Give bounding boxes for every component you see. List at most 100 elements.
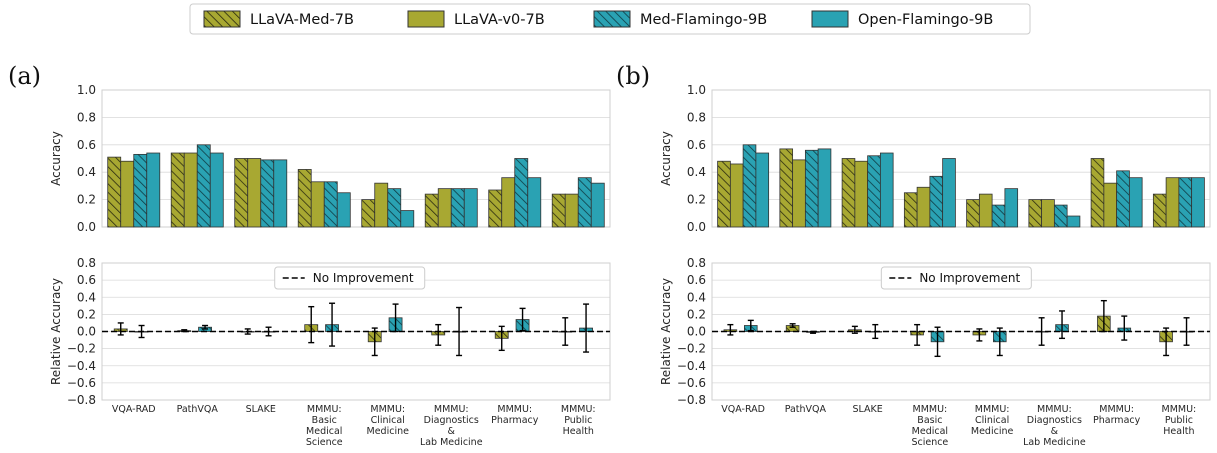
- bar: [1004, 188, 1019, 228]
- bar: [1152, 193, 1167, 228]
- bar: [310, 181, 325, 228]
- bar: [374, 182, 389, 228]
- x-tick-label: MMMU: Clinical Medicine: [971, 404, 1014, 437]
- bar: [551, 193, 566, 228]
- y-tick-label: 0.4: [687, 290, 706, 304]
- bar: [323, 181, 338, 228]
- bar: [260, 159, 275, 228]
- y-tick-label: 0.0: [77, 325, 96, 339]
- bar: [841, 158, 856, 228]
- bar: [779, 148, 794, 228]
- bar: [903, 192, 918, 228]
- bar: [1178, 177, 1193, 228]
- axes-frame: [711, 89, 1211, 228]
- bar: [488, 189, 503, 228]
- bar: [1090, 158, 1105, 228]
- x-tick-label: PathVQA: [785, 404, 827, 415]
- bar: [209, 152, 224, 228]
- bar: [1128, 177, 1143, 228]
- bar: [387, 188, 402, 228]
- bar: [437, 188, 452, 228]
- y-tick-label: −0.8: [677, 393, 706, 407]
- bar: [527, 177, 542, 228]
- bar: [755, 152, 770, 228]
- bar: [978, 193, 993, 228]
- no-improvement-legend-label: No Improvement: [313, 271, 414, 285]
- legend-label-open-flamingo: Open-Flamingo-9B: [858, 12, 993, 28]
- x-tick-label: MMMU: Public Health: [1162, 404, 1197, 437]
- x-tick-label: PathVQA: [177, 404, 219, 415]
- bar: [1191, 177, 1205, 228]
- y-tick-label: 0.2: [687, 307, 706, 321]
- bar: [247, 158, 262, 228]
- bar: [1041, 199, 1055, 228]
- y-axis-label: Accuracy: [659, 131, 673, 186]
- y-axis-label: Relative Accuracy: [49, 278, 63, 385]
- panel-label-a: (a): [8, 62, 41, 90]
- bar: [297, 169, 312, 228]
- bar: [514, 158, 529, 228]
- x-tick-label: MMMU: Basic Medical Science: [306, 404, 343, 448]
- y-tick-label: −0.2: [67, 342, 96, 356]
- x-tick-label: MMMU: Diagnostics & Lab Medicine: [420, 404, 483, 448]
- y-tick-label: 0.6: [687, 138, 706, 152]
- no-improvement-legend-box: [274, 266, 426, 290]
- bar: [717, 160, 731, 228]
- bar: [564, 193, 579, 228]
- y-tick-label: −0.8: [67, 393, 96, 407]
- bar: [183, 152, 198, 228]
- legend: LLaVA-Med-7B LLaVA-v0-7B Med-Flamingo-9B…: [189, 3, 1031, 35]
- bar: [1053, 204, 1068, 228]
- legend-swatch-llava-v0: [407, 10, 445, 28]
- bar: [577, 177, 592, 228]
- bar: [792, 159, 806, 228]
- x-tick-label: SLAKE: [246, 404, 276, 415]
- legend-label-llava-v0: LLaVA-v0-7B: [454, 12, 545, 28]
- legend-swatch-llava-med: [203, 10, 241, 28]
- bar: [804, 149, 819, 228]
- y-tick-label: −0.6: [67, 376, 96, 390]
- legend-swatch-open-flamingo: [811, 10, 849, 28]
- bar: [1028, 199, 1043, 228]
- y-tick-label: 0.2: [687, 193, 706, 207]
- y-tick-label: 0.6: [77, 273, 96, 287]
- no-improvement-legend-box: [880, 266, 1032, 290]
- y-tick-label: 0.8: [687, 256, 706, 270]
- x-tick-label: VQA-RAD: [112, 404, 156, 415]
- y-tick-label: 1.0: [77, 83, 96, 97]
- bar: [234, 158, 249, 228]
- bar: [879, 152, 894, 228]
- bar: [1066, 215, 1081, 228]
- y-axis-label: Accuracy: [49, 131, 63, 186]
- bar: [120, 160, 135, 228]
- bar: [463, 188, 478, 228]
- x-tick-label: VQA-RAD: [721, 404, 765, 415]
- bar: [1165, 177, 1180, 228]
- bar: [400, 210, 415, 228]
- bar: [742, 144, 757, 228]
- y-tick-label: 0.2: [77, 307, 96, 321]
- x-tick-label: MMMU: Diagnostics & Lab Medicine: [1023, 404, 1086, 448]
- y-tick-label: −0.2: [677, 342, 706, 356]
- bar: [450, 188, 465, 228]
- y-tick-label: 0.4: [77, 290, 96, 304]
- y-tick-label: 0.2: [77, 193, 96, 207]
- bar: [361, 199, 376, 228]
- legend-label-med-flamingo: Med-Flamingo-9B: [640, 12, 767, 28]
- chart-panel-4: 0.8 0.6 0.4 0.2 0.0 −0.2 −0.4 −0.6 −0.8 Relative …: [659, 256, 1211, 448]
- x-tick-label: MMMU: Public Health: [561, 404, 596, 437]
- x-tick-label: MMMU: Pharmacy: [491, 404, 539, 426]
- no-improvement-legend-label: No Improvement: [919, 271, 1020, 285]
- legend-swatch-med-flamingo: [593, 10, 631, 28]
- y-tick-label: 0.8: [77, 256, 96, 270]
- bar: [1116, 170, 1130, 228]
- bar: [966, 199, 980, 228]
- bar: [170, 152, 185, 228]
- y-axis-label: Relative Accuracy: [659, 278, 673, 385]
- bar: [929, 175, 944, 228]
- bar: [196, 144, 211, 228]
- y-tick-label: 0.4: [687, 165, 706, 179]
- bar: [273, 159, 288, 228]
- y-tick-label: 0.4: [77, 165, 96, 179]
